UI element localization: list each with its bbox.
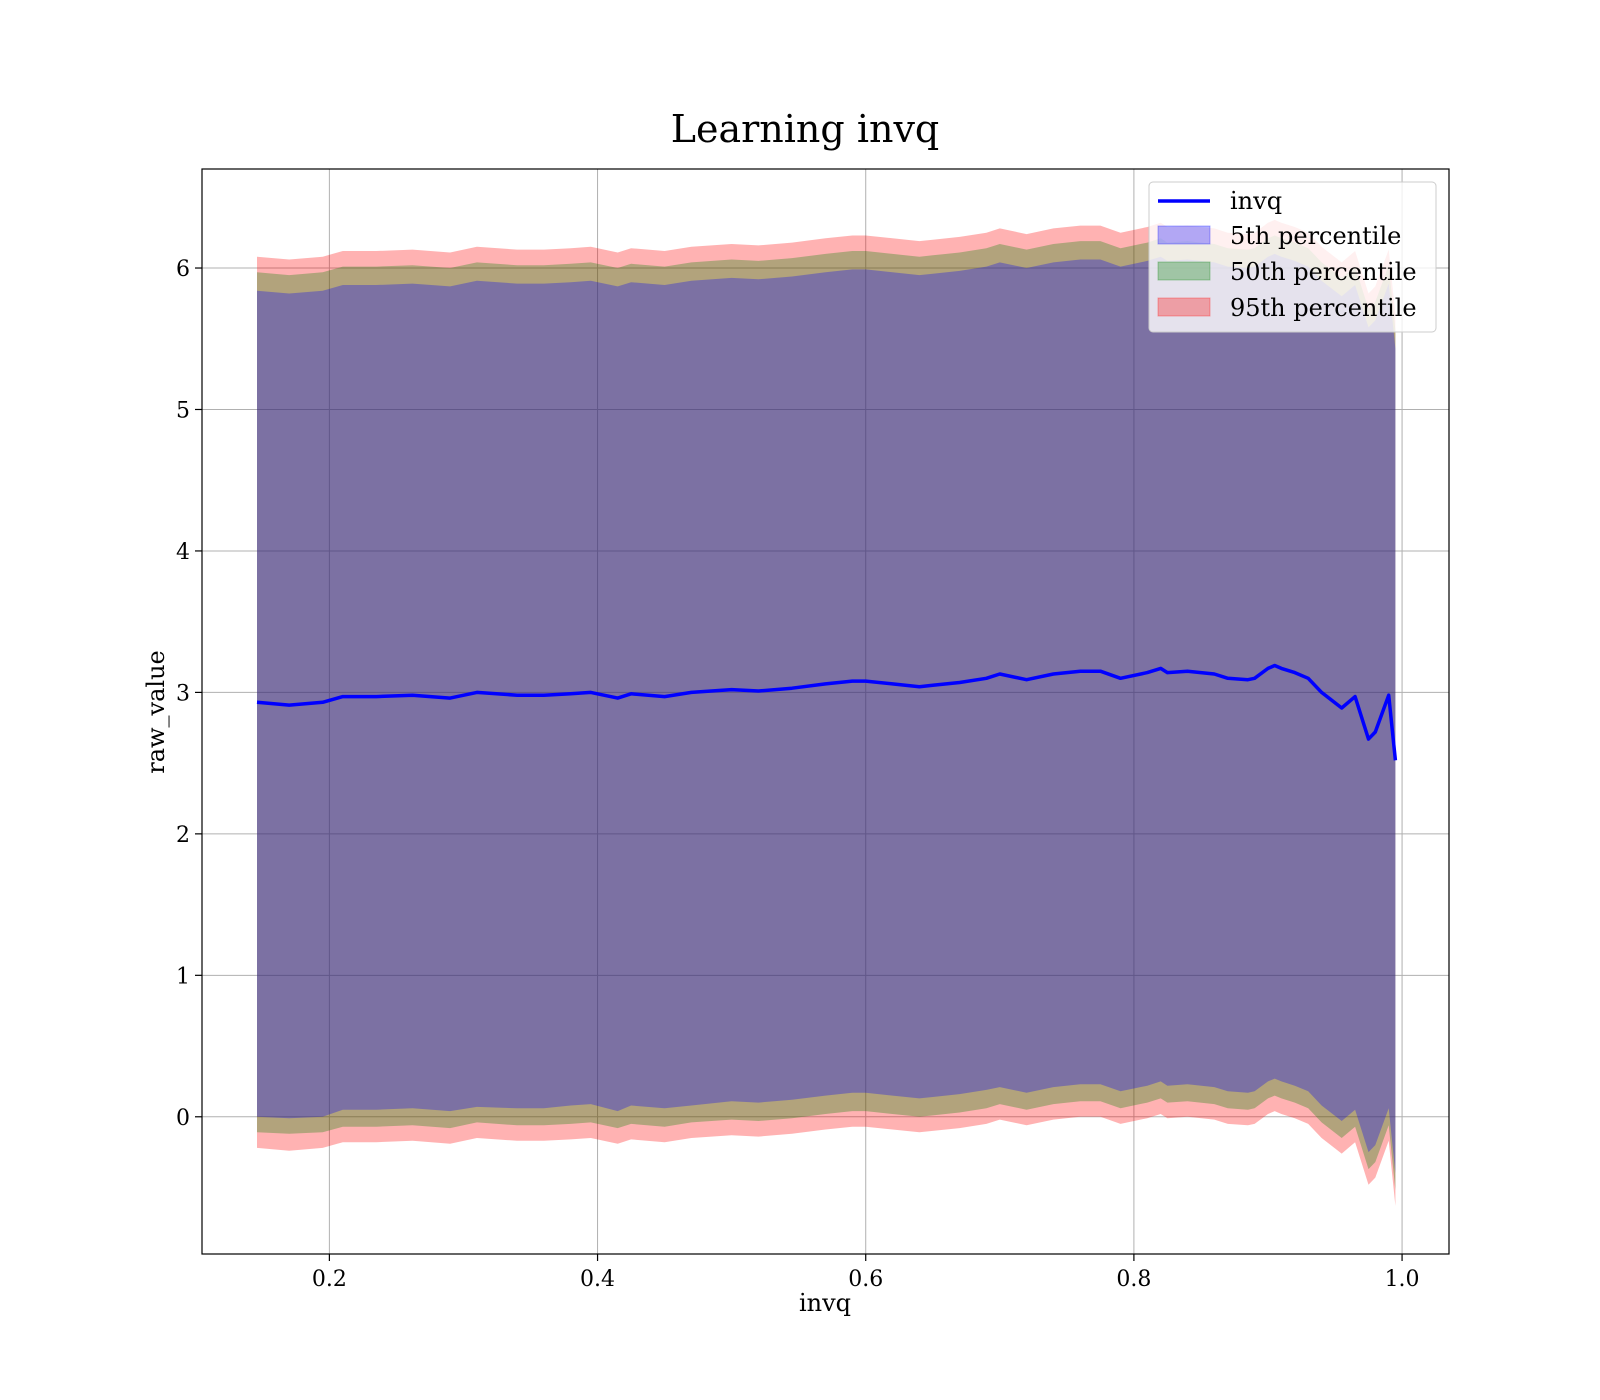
legend-label-50th: 50th percentile (1230, 258, 1417, 286)
y-tick-label-6: 6 (176, 257, 190, 282)
x-tick-label-0: 0.2 (312, 1267, 347, 1292)
legend-label-95th: 95th percentile (1230, 294, 1417, 322)
legend-swatch-95th (1157, 297, 1211, 317)
band-5th-percentile (257, 253, 1396, 1174)
y-tick-label-0: 0 (176, 1106, 190, 1131)
series-lines (256, 663, 1398, 761)
band-50th-percentile (257, 235, 1396, 1191)
x-axis-label: invq (799, 1289, 851, 1317)
y-tick-label-1: 1 (176, 964, 190, 989)
chart-title: Learning invq (671, 107, 939, 151)
x-tick-label-1: 0.4 (580, 1267, 615, 1292)
percentile-bands (257, 219, 1396, 1206)
x-tick-label-2: 0.6 (848, 1267, 883, 1292)
x-tick-label-3: 0.8 (1116, 1267, 1151, 1292)
legend-swatch-50th (1157, 261, 1211, 281)
y-tick-label-3: 3 (176, 681, 190, 706)
legend: invq 5th percentile 50th percentile 95th… (1148, 181, 1437, 333)
y-axis-ticks: 0 1 2 3 4 5 6 (176, 257, 202, 1131)
band-95th-percentile (257, 219, 1396, 1206)
x-tick-label-4: 1.0 (1385, 1267, 1420, 1292)
legend-label-invq: invq (1230, 187, 1282, 215)
y-axis-label: raw_value (142, 650, 170, 774)
plot-area-frame (201, 168, 1450, 1255)
y-tick-label-5: 5 (176, 398, 190, 423)
line-invq (256, 663, 1398, 761)
grid-lines (202, 169, 1449, 1254)
y-tick-label-2: 2 (176, 823, 190, 848)
legend-swatch-5th (1157, 225, 1211, 245)
legend-label-5th: 5th percentile (1230, 222, 1401, 250)
x-axis-ticks: 0.2 0.4 0.6 0.8 1.0 (312, 1254, 1420, 1292)
y-tick-label-4: 4 (176, 540, 190, 565)
legend-box (1148, 181, 1437, 333)
